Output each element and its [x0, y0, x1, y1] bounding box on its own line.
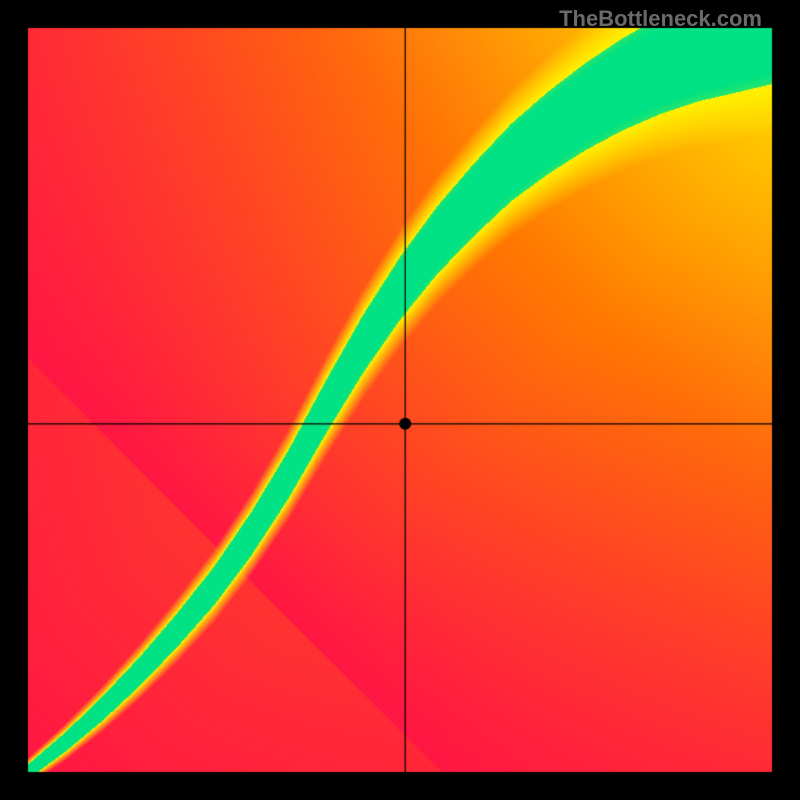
watermark-label: TheBottleneck.com — [559, 6, 762, 32]
bottleneck-heatmap — [0, 0, 800, 800]
